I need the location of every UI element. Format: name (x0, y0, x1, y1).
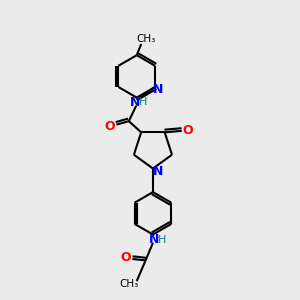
Text: N: N (130, 96, 140, 109)
Text: O: O (121, 251, 131, 264)
Text: H: H (139, 97, 147, 107)
Text: CH₃: CH₃ (120, 279, 139, 289)
Text: N: N (149, 233, 160, 246)
Text: O: O (182, 124, 193, 137)
Text: CH₃: CH₃ (136, 34, 155, 44)
Text: O: O (105, 120, 115, 133)
Text: N: N (153, 83, 163, 96)
Text: N: N (153, 165, 164, 178)
Text: H: H (158, 235, 166, 245)
